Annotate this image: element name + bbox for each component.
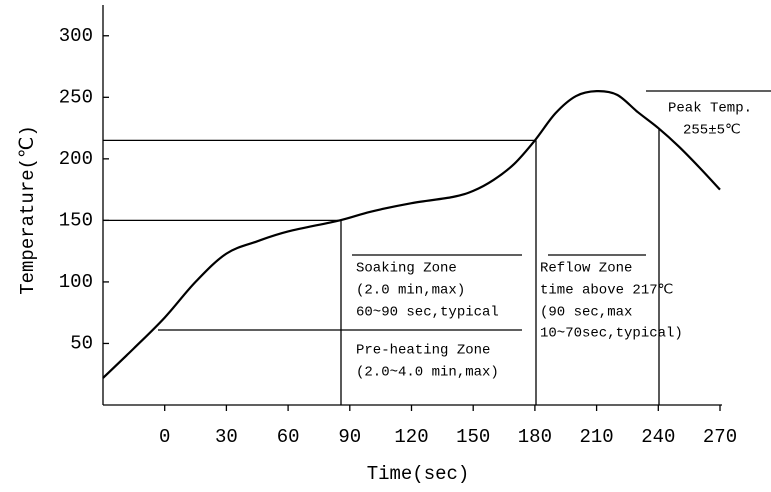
- annotation: 60~90 sec,typical: [356, 305, 499, 321]
- y-tick-label: 100: [59, 271, 93, 293]
- x-tick-label: 0: [159, 426, 170, 448]
- annotation: Peak Temp.: [668, 101, 752, 117]
- annotation: Pre-heating Zone: [356, 343, 490, 359]
- annotation: 10~70sec,typical): [540, 326, 683, 342]
- y-tick-label: 50: [70, 332, 93, 354]
- annotation: Soaking Zone: [356, 261, 457, 277]
- x-tick-label: 120: [394, 426, 428, 448]
- y-axis-label: Temperature(℃): [17, 125, 39, 295]
- x-tick-label: 270: [703, 426, 737, 448]
- annotation: (90 sec,max: [540, 305, 632, 321]
- x-axis-label: Time(sec): [367, 463, 470, 485]
- x-tick-label: 90: [338, 426, 361, 448]
- x-tick-label: 150: [456, 426, 490, 448]
- y-tick-label: 250: [59, 86, 93, 108]
- annotation: (2.0~4.0 min,max): [356, 365, 499, 381]
- annotation: (2.0 min,max): [356, 283, 465, 299]
- y-tick-label: 300: [59, 25, 93, 47]
- x-tick-label: 210: [579, 426, 613, 448]
- y-tick-label: 200: [59, 148, 93, 170]
- x-tick-label: 30: [215, 426, 238, 448]
- annotation: Reflow Zone: [540, 261, 632, 277]
- x-tick-label: 180: [518, 426, 552, 448]
- y-tick-label: 150: [59, 209, 93, 231]
- x-tick-label: 60: [277, 426, 300, 448]
- annotation-lines: [103, 90, 771, 405]
- x-tick-label: 240: [641, 426, 675, 448]
- annotation: 255±5℃: [683, 123, 741, 139]
- temperature-curve: [102, 90, 721, 379]
- annotation: time above 217℃: [540, 283, 673, 299]
